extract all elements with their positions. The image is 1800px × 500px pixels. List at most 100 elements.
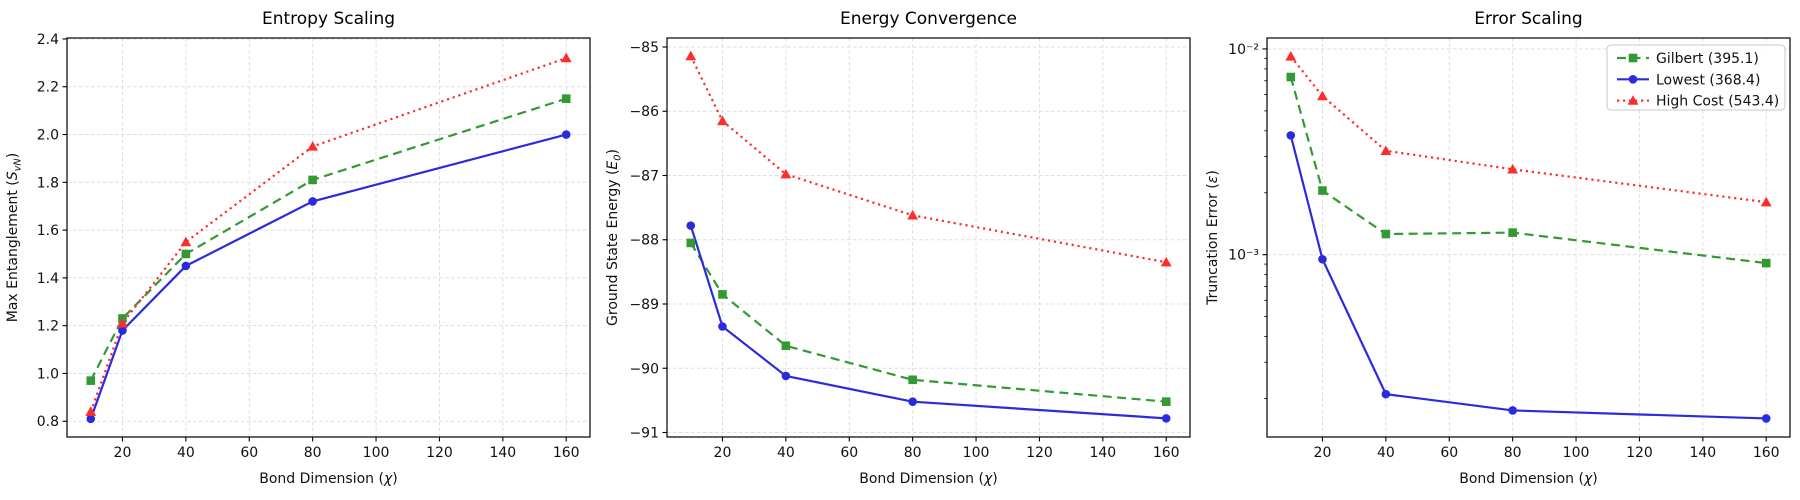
x-tick-label: 80	[1504, 445, 1522, 461]
y-tick-label: 1.0	[37, 366, 59, 382]
y-tick-label: 2.2	[37, 80, 59, 96]
lowest-368-4-marker	[686, 221, 696, 230]
series-markers-high-cost-543-4	[85, 52, 572, 416]
y-tick-label: 1.6	[37, 223, 59, 239]
high-cost-543-4-legend-marker	[1627, 95, 1639, 105]
gilbert-395-1-marker	[86, 376, 96, 385]
x-tick-label: 140	[489, 445, 516, 461]
series-markers-lowest-368-4	[686, 221, 1171, 423]
series-line-lowest-368-4	[89, 133, 567, 420]
legend-entry-high-cost-543-4: High Cost (543.4)	[1617, 94, 1779, 110]
error-scaling-chart: 20 40 60 80 100 120 140 160 10⁻² 10⁻³ Bond Dimensi…	[1205, 37, 1791, 487]
y-tick-label: −86	[629, 104, 659, 120]
series-line-lowest-368-4	[1289, 135, 1767, 420]
high-cost-543-4-marker	[1160, 256, 1172, 267]
gilbert-395-1-marker	[718, 290, 727, 299]
lowest-368-4-marker	[1381, 389, 1391, 399]
high-cost-543-4-marker	[907, 209, 919, 220]
high-cost-543-4-marker	[560, 52, 572, 63]
lowest-368-4-marker	[118, 326, 127, 335]
x-tick-label: 20	[1314, 445, 1332, 461]
x-tick-label: 120	[426, 445, 453, 461]
high-cost-543-4-marker	[117, 317, 128, 328]
y-tick-label: 1.4	[37, 271, 59, 287]
plot-border	[666, 37, 1191, 438]
y-tick-label: 10⁻³	[1228, 248, 1259, 264]
legend-entry-gilbert-395-1: Gilbert (395.1)	[1617, 51, 1759, 67]
high-cost-543-4-marker	[85, 406, 97, 416]
entropy-scaling-chart: 20 40 60 80 100 120 140 160 0.8 1.0 1.2 1.4 1.6 1.8 2.…	[5, 32, 591, 487]
x-tick-label: 140	[1089, 445, 1116, 461]
gilbert-395-1-marker	[1381, 229, 1391, 239]
x-axis-label: Bond Dimension (χ)	[259, 471, 397, 487]
y-axis-label: Truncation Error (ε)	[1205, 170, 1221, 306]
y-tick-label: 10⁻²	[1228, 42, 1259, 58]
subplot-error-scaling: Error Scaling 20 40 60 80 100 120 140 160 10⁻² 10…	[1200, 0, 1800, 500]
series-markers-gilbert-395-1	[686, 238, 1171, 406]
lowest-368-4-marker	[1318, 254, 1327, 264]
x-tick-label: 60	[1440, 445, 1458, 461]
legend-label: High Cost (543.4)	[1656, 94, 1779, 110]
series-line-lowest-368-4	[689, 225, 1167, 420]
x-tick-label: 140	[1689, 445, 1716, 461]
subplot-entropy-scaling: Entropy Scaling 20 40 60 80 100 120 140 160 0.8 1…	[0, 0, 600, 500]
y-tick-label: −88	[629, 233, 659, 249]
high-cost-543-4-marker	[180, 236, 192, 247]
gilbert-395-1-marker	[561, 94, 571, 103]
gilbert-395-1-marker	[1761, 258, 1771, 268]
y-tick-label: −90	[629, 361, 659, 377]
y-tick-label: 2.4	[37, 32, 59, 48]
series-line-high-cost-543-4	[89, 57, 567, 413]
x-tick-label: 160	[1753, 445, 1780, 461]
gilbert-395-1-marker	[1508, 228, 1517, 237]
series-line-high-cost-543-4	[689, 55, 1167, 264]
x-tick-label: 60	[240, 445, 258, 461]
high-cost-543-4-marker	[717, 115, 728, 126]
chart-title: Error Scaling	[1474, 9, 1583, 29]
series-markers-gilbert-395-1	[86, 94, 571, 385]
lowest-368-4-marker	[1761, 414, 1771, 423]
x-tick-label: 100	[1563, 445, 1590, 461]
y-tick-label: 0.8	[37, 414, 59, 430]
grid	[67, 38, 590, 437]
chart-title: Energy Convergence	[839, 9, 1017, 29]
y-axis-label: Max Entanglement (SvN)	[5, 153, 24, 322]
plot-border	[1266, 37, 1791, 438]
legend-label: Lowest (368.4)	[1656, 72, 1760, 88]
y-axis-label: Ground State Energy (E0)	[605, 149, 624, 326]
x-tick-label: 120	[1626, 445, 1653, 461]
grid	[667, 38, 1190, 437]
x-axis-label: Bond Dimension (χ)	[1459, 471, 1597, 487]
x-tick-label: 60	[840, 445, 858, 461]
high-cost-543-4-marker	[1317, 90, 1328, 101]
gilbert-395-1-marker	[1161, 397, 1171, 406]
x-tick-label: 20	[114, 445, 132, 461]
x-tick-label: 80	[304, 445, 322, 461]
lowest-368-4-marker	[308, 197, 317, 206]
x-tick-label: 40	[177, 445, 195, 461]
plot-border	[66, 37, 591, 438]
lowest-368-4-marker	[1508, 406, 1517, 415]
gilbert-395-1-marker	[1286, 72, 1296, 82]
legend: Gilbert (395.1) Lowest (368.4) High Cost (…	[1606, 44, 1786, 111]
y-tick-label: 1.8	[37, 175, 59, 191]
series-markers-gilbert-395-1	[1286, 72, 1771, 268]
gilbert-395-1-marker	[1318, 186, 1327, 195]
series-line-gilbert-395-1	[689, 242, 1167, 403]
lowest-368-4-marker	[908, 397, 917, 406]
legend-label: Gilbert (395.1)	[1656, 51, 1759, 67]
lowest-368-4-marker	[781, 371, 791, 381]
x-tick-label: 160	[1153, 445, 1180, 461]
x-axis-label: Bond Dimension (χ)	[859, 471, 997, 487]
x-tick-label: 160	[553, 445, 580, 461]
x-tick-label: 40	[777, 445, 795, 461]
legend-entry-lowest-368-4: Lowest (368.4)	[1617, 72, 1760, 88]
x-tick-label: 120	[1026, 445, 1053, 461]
lowest-368-4-marker	[718, 322, 727, 331]
lowest-368-4-marker	[561, 130, 571, 139]
y-tick-label: −89	[629, 297, 659, 313]
axis-ticks	[662, 46, 1167, 442]
gilbert-395-1-marker	[908, 375, 917, 385]
lowest-368-4-marker	[1161, 414, 1171, 423]
